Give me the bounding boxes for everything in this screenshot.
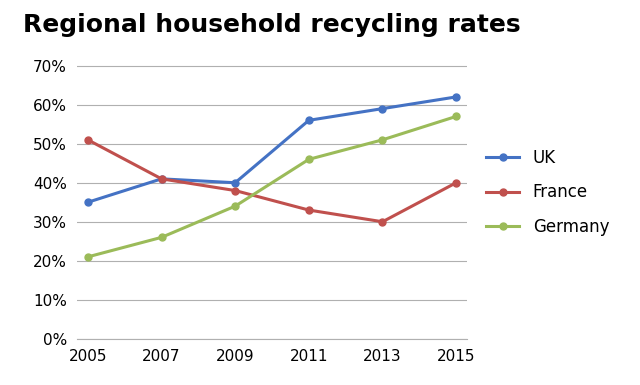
France [379, 219, 387, 224]
Line: France: France [84, 136, 460, 225]
Germany [231, 204, 239, 208]
UK [305, 118, 313, 123]
Germany [84, 254, 92, 259]
Germany [452, 114, 460, 119]
UK [84, 200, 92, 204]
France [231, 188, 239, 193]
Title: Regional household recycling rates: Regional household recycling rates [23, 13, 521, 37]
Germany [157, 235, 165, 240]
Germany [305, 157, 313, 162]
Line: UK: UK [84, 94, 460, 206]
France [84, 137, 92, 142]
France [157, 177, 165, 181]
France [452, 181, 460, 185]
Germany [379, 137, 387, 142]
Legend: UK, France, Germany: UK, France, Germany [479, 142, 616, 243]
Line: Germany: Germany [84, 113, 460, 260]
UK [379, 106, 387, 111]
UK [157, 177, 165, 181]
UK [231, 181, 239, 185]
France [305, 208, 313, 213]
UK [452, 95, 460, 99]
